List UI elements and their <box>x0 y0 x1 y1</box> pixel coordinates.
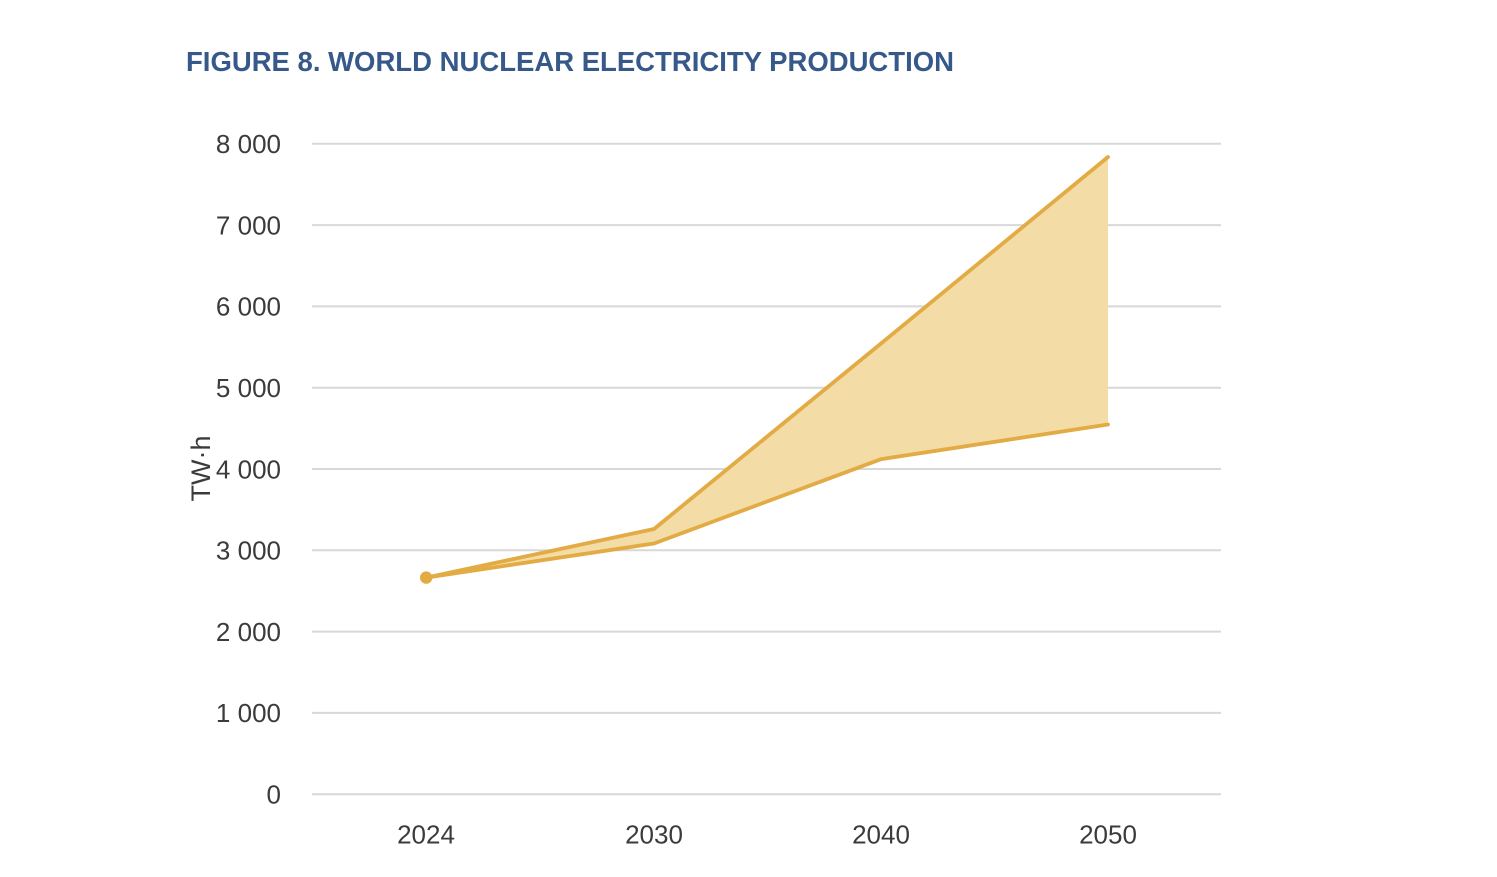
svg-text:TW·h: TW·h <box>186 436 216 502</box>
svg-text:0: 0 <box>267 780 281 810</box>
svg-text:1 000: 1 000 <box>216 698 281 728</box>
svg-text:3 000: 3 000 <box>216 536 281 566</box>
svg-text:2 000: 2 000 <box>216 617 281 647</box>
svg-text:4 000: 4 000 <box>216 454 281 484</box>
svg-text:5 000: 5 000 <box>216 373 281 403</box>
svg-text:2030: 2030 <box>625 820 683 850</box>
svg-text:FIGURE 8. WORLD NUCLEAR ELECTR: FIGURE 8. WORLD NUCLEAR ELECTRICITY PROD… <box>186 46 954 77</box>
svg-text:6 000: 6 000 <box>216 292 281 322</box>
svg-text:7 000: 7 000 <box>216 210 281 240</box>
svg-text:2024: 2024 <box>397 820 455 850</box>
svg-text:8 000: 8 000 <box>216 129 281 159</box>
svg-text:2050: 2050 <box>1079 820 1137 850</box>
svg-text:2040: 2040 <box>852 820 910 850</box>
